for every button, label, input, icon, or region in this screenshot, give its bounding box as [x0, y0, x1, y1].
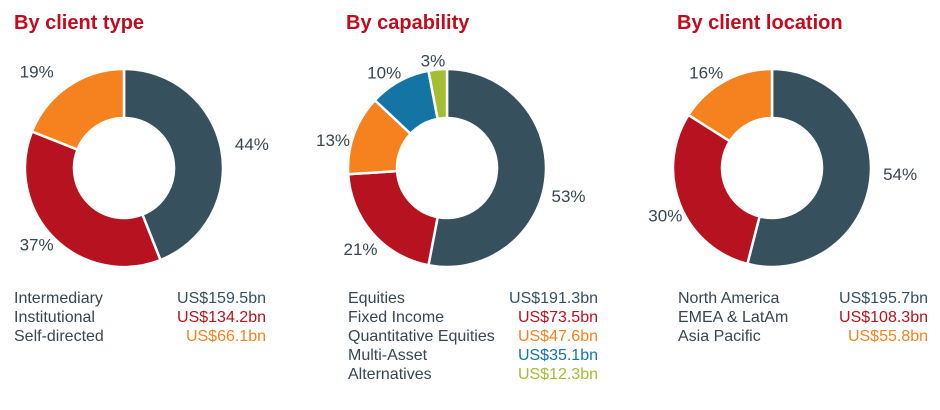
- legend-label: Alternatives: [348, 366, 432, 383]
- donut-svg: 44% 37% 19%: [20, 62, 269, 269]
- legend-label: Intermediary: [14, 290, 103, 307]
- legend-row: North America US$195.7bn: [678, 289, 928, 308]
- slice-percent-label: 13%: [316, 131, 350, 150]
- slice-percent-label: 3%: [421, 51, 446, 70]
- legend-label: Institutional: [14, 309, 95, 326]
- chart-title: By client location: [677, 12, 843, 34]
- chart-by-client-type: By client type 44% 37% 19% Intermediary US$…: [0, 0, 320, 410]
- legend-value: US$35.1bn: [517, 347, 598, 364]
- donut-slice-intermediary: [122, 67, 225, 262]
- slice-percent-label: 10%: [367, 64, 401, 83]
- legend-row: Institutional US$134.2bn: [14, 308, 266, 327]
- donut-slice-institutional: [23, 129, 163, 269]
- legend-value: US$55.8bn: [847, 328, 928, 345]
- legend-label: Multi-Asset: [348, 347, 428, 364]
- legend-row: EMEA & LatAm US$108.3bn: [678, 308, 928, 327]
- legend-value: US$108.3bn: [839, 309, 928, 326]
- legend-label: North America: [678, 290, 780, 307]
- legend-row: Multi-Asset US$35.1bn: [348, 346, 598, 365]
- slice-percent-label: 44%: [235, 135, 269, 154]
- donut-svg: 53% 21% 13% 10% 3%: [316, 51, 586, 269]
- slice-percent-label: 30%: [648, 206, 682, 225]
- chart-title: By client type: [14, 12, 145, 34]
- legend-value: US$191.3bn: [509, 290, 598, 307]
- chart-legend: North America US$195.7bn EMEA & LatAm US$10…: [678, 289, 928, 346]
- legend-value: US$73.5bn: [517, 309, 598, 326]
- legend-label: Asia Pacific: [678, 328, 761, 345]
- legend-value: US$12.3bn: [517, 366, 598, 383]
- slice-percent-label: 54%: [883, 165, 917, 184]
- legend-value: US$159.5bn: [177, 290, 266, 307]
- legend-value: US$47.6bn: [517, 328, 598, 345]
- legend-value: US$134.2bn: [177, 309, 266, 326]
- legend-row: Equities US$191.3bn: [348, 289, 598, 308]
- chart-by-client-location: By client location 54% 30% 16% North Ameri…: [620, 0, 940, 410]
- chart-legend: Intermediary US$159.5bn Institutional US$13…: [14, 289, 266, 346]
- legend-row: Asia Pacific US$55.8bn: [678, 327, 928, 346]
- chart-by-capability: By capability 53% 21% 13% 10% 3% Equities US$…: [316, 0, 640, 410]
- legend-row: Self-directed US$66.1bn: [14, 327, 266, 346]
- donut-slice-self-directed: [30, 67, 126, 152]
- donut-svg: 54% 30% 16%: [648, 64, 917, 269]
- legend-label: Quantitative Equities: [348, 328, 495, 345]
- slice-percent-label: 16%: [689, 64, 723, 83]
- chart-legend: Equities US$191.3bn Fixed Income US$73.5bn Q…: [348, 289, 598, 384]
- legend-row: Quantitative Equities US$47.6bn: [348, 327, 598, 346]
- slice-percent-label: 21%: [343, 240, 377, 259]
- slice-percent-label: 37%: [20, 235, 54, 254]
- legend-row: Fixed Income US$73.5bn: [348, 308, 598, 327]
- legend-value: US$195.7bn: [839, 290, 928, 307]
- legend-label: Equities: [348, 290, 405, 307]
- slice-percent-label: 53%: [551, 187, 585, 206]
- chart-title: By capability: [346, 12, 470, 34]
- donut-slice-asia-pacific: [686, 67, 774, 143]
- donut-slice-alternatives: [426, 67, 449, 121]
- legend-row: Intermediary US$159.5bn: [14, 289, 266, 308]
- legend-label: EMEA & LatAm: [678, 309, 789, 326]
- donut-slice-north-america: [745, 67, 873, 269]
- legend-row: Alternatives US$12.3bn: [348, 365, 598, 384]
- donut-slice-emea-latam: [671, 113, 762, 266]
- legend-value: US$66.1bn: [185, 328, 266, 345]
- legend-label: Self-directed: [14, 328, 104, 345]
- legend-label: Fixed Income: [348, 309, 445, 326]
- slice-percent-label: 19%: [20, 62, 54, 81]
- donut-slice-equities: [426, 67, 548, 269]
